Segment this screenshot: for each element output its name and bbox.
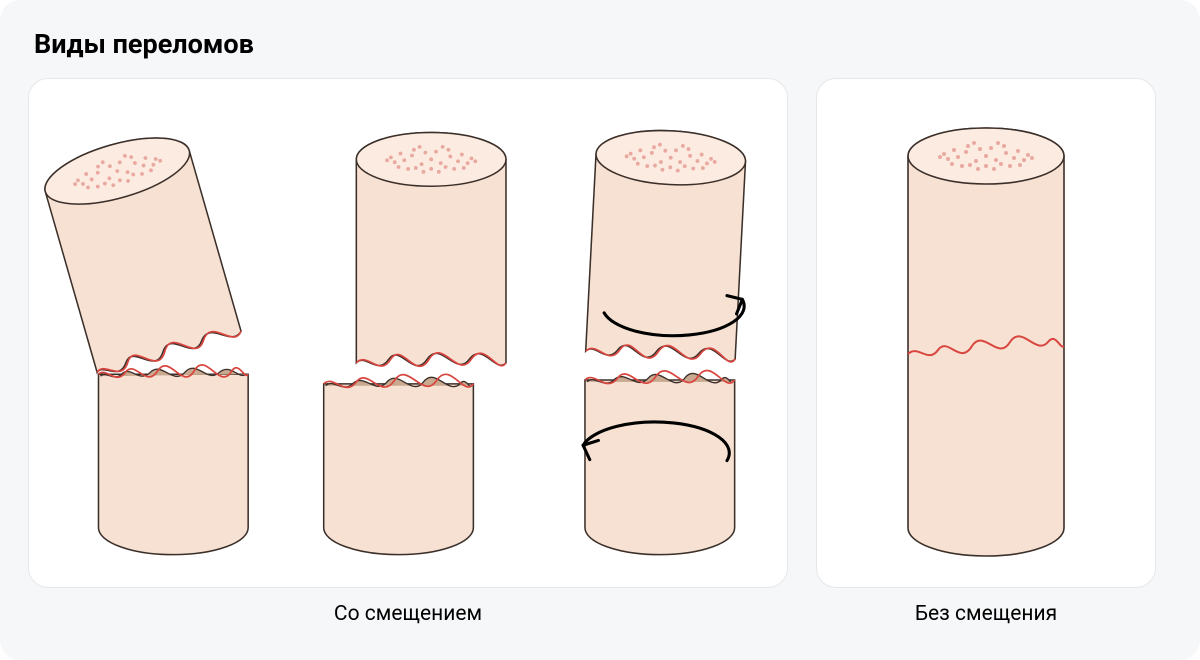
panel-nondisplaced	[816, 78, 1156, 588]
page-title: Виды переломов	[34, 28, 1172, 60]
group-displaced: Со смещением	[28, 78, 788, 626]
bone-lateral-bottom	[324, 374, 474, 554]
bone-angular	[39, 98, 279, 568]
bone-angular-bottom	[98, 365, 248, 555]
bone-lateral-top	[356, 132, 506, 366]
panels-row: Со смещением Без смещения	[28, 78, 1172, 626]
displaced-inner	[29, 80, 787, 586]
group-nondisplaced: Без смещения	[816, 78, 1156, 626]
page-container: Виды переломов	[0, 0, 1200, 660]
bone-rotational	[537, 98, 777, 568]
caption-nondisplaced: Без смещения	[915, 602, 1057, 626]
bone-nondisplaced	[876, 98, 1096, 568]
panel-displaced	[28, 78, 788, 588]
bone-rotational-bottom	[585, 370, 735, 554]
caption-displaced: Со смещением	[334, 602, 482, 626]
bone-angular-top	[39, 125, 243, 378]
bone-lateral	[293, 98, 523, 568]
